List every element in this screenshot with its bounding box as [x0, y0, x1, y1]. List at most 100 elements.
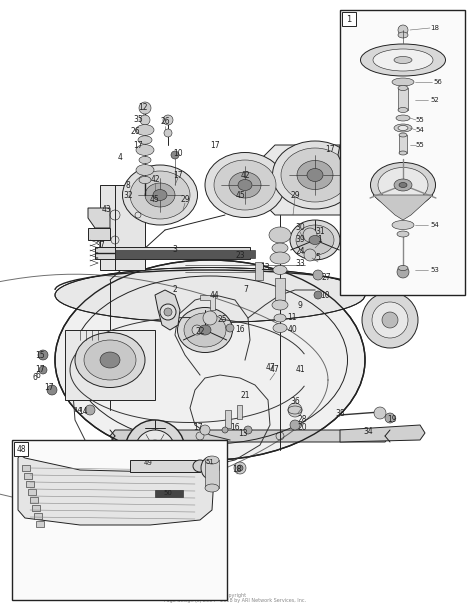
- Ellipse shape: [229, 172, 261, 198]
- Text: 53: 53: [430, 267, 439, 273]
- Text: 57: 57: [157, 448, 167, 456]
- Text: Copyright
Page design (c) 2004 - 2018 by ARI Network Services, Inc.: Copyright Page design (c) 2004 - 2018 by…: [164, 592, 306, 603]
- Text: 50: 50: [163, 490, 172, 496]
- Text: 17: 17: [44, 384, 54, 392]
- Bar: [14, 442, 28, 456]
- Ellipse shape: [100, 352, 120, 368]
- Ellipse shape: [371, 162, 436, 207]
- Polygon shape: [155, 290, 180, 330]
- Text: 9: 9: [298, 301, 302, 309]
- Text: 10: 10: [320, 290, 330, 300]
- Text: 11: 11: [287, 314, 297, 323]
- Polygon shape: [200, 295, 215, 310]
- Ellipse shape: [378, 168, 428, 203]
- Polygon shape: [260, 145, 375, 215]
- Text: 51: 51: [205, 459, 214, 465]
- Text: 31: 31: [315, 228, 325, 237]
- Text: 2: 2: [173, 285, 178, 295]
- Text: 36: 36: [290, 398, 300, 406]
- Bar: [205, 460, 219, 488]
- Circle shape: [171, 151, 179, 159]
- Ellipse shape: [139, 176, 151, 184]
- Ellipse shape: [145, 183, 175, 207]
- Text: 18: 18: [430, 25, 439, 31]
- Polygon shape: [88, 228, 110, 240]
- Circle shape: [125, 420, 185, 480]
- Circle shape: [234, 462, 246, 474]
- Bar: [225, 410, 231, 428]
- Text: 58: 58: [123, 443, 133, 453]
- Text: 52: 52: [430, 97, 439, 103]
- Circle shape: [160, 304, 176, 320]
- Polygon shape: [373, 195, 433, 220]
- Text: 29: 29: [180, 195, 190, 204]
- Text: 24: 24: [295, 248, 305, 256]
- Text: 56: 56: [434, 79, 442, 85]
- Circle shape: [313, 270, 323, 280]
- Text: 15: 15: [35, 351, 45, 359]
- Text: 7: 7: [244, 285, 248, 295]
- Text: 43: 43: [102, 206, 112, 215]
- Bar: [95, 247, 250, 259]
- Ellipse shape: [199, 325, 211, 335]
- Ellipse shape: [360, 44, 446, 76]
- Circle shape: [164, 129, 172, 137]
- Text: 48: 48: [16, 445, 26, 453]
- Text: 18: 18: [232, 465, 242, 475]
- Ellipse shape: [272, 300, 288, 310]
- Text: 33: 33: [295, 259, 305, 268]
- Ellipse shape: [273, 141, 357, 209]
- Ellipse shape: [398, 85, 408, 90]
- Ellipse shape: [136, 145, 154, 156]
- Text: 1: 1: [317, 235, 322, 245]
- Text: 19: 19: [387, 415, 397, 425]
- Polygon shape: [36, 521, 44, 527]
- Ellipse shape: [274, 314, 286, 322]
- Circle shape: [374, 407, 386, 419]
- Text: 39: 39: [295, 235, 305, 245]
- Circle shape: [192, 325, 202, 335]
- Bar: [398, 88, 408, 110]
- Ellipse shape: [309, 235, 321, 245]
- Text: 17: 17: [133, 140, 143, 149]
- Ellipse shape: [398, 265, 408, 270]
- Polygon shape: [88, 208, 110, 228]
- Text: 29: 29: [290, 190, 300, 199]
- Ellipse shape: [272, 243, 288, 253]
- Circle shape: [288, 403, 302, 417]
- Text: 17: 17: [173, 171, 183, 179]
- Ellipse shape: [297, 160, 333, 190]
- Ellipse shape: [398, 107, 408, 112]
- Bar: [155, 490, 183, 497]
- Text: 26: 26: [160, 118, 170, 126]
- Bar: [12, 440, 227, 600]
- Circle shape: [222, 427, 228, 433]
- Circle shape: [304, 249, 316, 261]
- Ellipse shape: [55, 260, 365, 460]
- Polygon shape: [22, 465, 30, 471]
- Text: 40: 40: [287, 326, 297, 334]
- Text: 23: 23: [235, 251, 245, 259]
- Ellipse shape: [269, 227, 291, 243]
- Circle shape: [362, 292, 418, 348]
- Bar: [399, 135, 407, 153]
- Circle shape: [163, 115, 173, 125]
- Ellipse shape: [394, 124, 412, 132]
- Text: 47: 47: [265, 364, 275, 373]
- Bar: [100, 185, 145, 270]
- Bar: [115, 250, 255, 258]
- Ellipse shape: [281, 148, 349, 202]
- Ellipse shape: [290, 220, 340, 260]
- Text: 28: 28: [297, 415, 307, 425]
- Ellipse shape: [136, 124, 154, 135]
- Text: 17: 17: [325, 146, 335, 154]
- Text: 16: 16: [230, 423, 240, 432]
- Text: 8: 8: [126, 181, 130, 190]
- Text: 6: 6: [36, 370, 41, 379]
- Polygon shape: [32, 505, 40, 511]
- Ellipse shape: [184, 313, 226, 347]
- Ellipse shape: [399, 182, 407, 187]
- Polygon shape: [18, 455, 215, 525]
- Ellipse shape: [392, 78, 414, 86]
- Text: 45: 45: [235, 190, 245, 199]
